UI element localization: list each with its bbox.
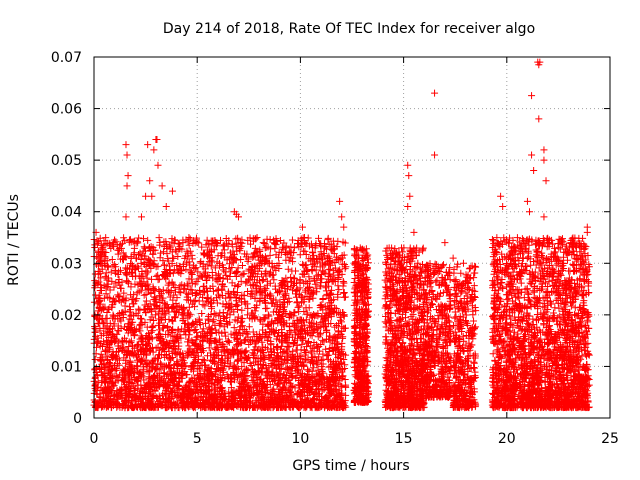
data-point [185,241,193,249]
data-point [124,278,132,286]
data-point [305,273,313,281]
data-point [144,268,152,276]
data-point [233,357,241,365]
data-point [199,283,207,291]
data-point [119,366,127,374]
data-point [122,270,130,278]
data-point [102,290,110,298]
data-point [288,267,296,275]
data-point [120,252,128,260]
data-point [104,293,112,301]
data-point [101,273,109,281]
data-point [309,294,317,302]
data-point [269,271,277,279]
data-point [301,247,309,255]
data-point [143,281,151,289]
data-point [296,251,304,259]
data-point [288,236,296,244]
data-point [290,244,298,252]
data-point [221,328,229,336]
data-point [174,240,182,248]
data-point [245,323,253,331]
data-point [144,236,152,244]
data-point [143,274,151,282]
data-point [215,312,223,320]
data-point [128,295,136,303]
data-point [318,367,326,375]
data-point [100,371,108,379]
data-point [238,306,246,314]
data-point [269,308,277,316]
data-point [226,268,234,276]
data-point [203,236,211,244]
data-point [284,265,292,273]
data-point [97,274,105,282]
data-point [195,297,203,305]
data-point [326,265,334,273]
chart-title: Day 214 of 2018, Rate Of TEC Index for r… [163,21,535,37]
data-point [303,311,311,319]
data-point [155,234,163,242]
data-point [148,323,156,331]
data-point [191,318,199,326]
data-point [257,270,265,278]
data-point [319,295,327,303]
data-point [327,290,335,298]
data-point [240,359,248,367]
data-point [219,308,227,316]
data-point [256,298,264,306]
data-points [90,58,593,412]
data-point [258,276,266,284]
data-point [266,251,274,259]
data-point [292,346,300,354]
data-point [198,243,206,251]
data-point [262,243,270,251]
data-point [334,237,342,245]
data-point [173,262,181,270]
data-point [341,383,349,391]
data-point [264,311,272,319]
data-point [163,250,171,258]
data-point [251,294,259,302]
data-point [154,276,162,284]
data-point [174,253,182,261]
data-point [287,273,295,281]
data-point [270,276,278,284]
data-point [331,323,339,331]
data-point [293,298,301,306]
data-point [224,337,232,345]
data-point [216,321,224,329]
data-point [148,275,156,283]
data-point [191,265,199,273]
data-point [130,244,138,252]
data-point [140,235,148,243]
data-point [232,273,240,281]
data-point [294,303,302,311]
data-point [340,293,348,301]
data-point [198,310,206,318]
data-point [119,249,127,257]
data-point [186,285,194,293]
data-point [263,304,271,312]
data-point [271,244,279,252]
data-point [140,243,148,251]
data-point [149,322,157,330]
data-point [218,286,226,294]
data-point [185,303,193,311]
data-point [91,355,99,363]
data-point [226,293,234,301]
data-point [256,316,264,324]
